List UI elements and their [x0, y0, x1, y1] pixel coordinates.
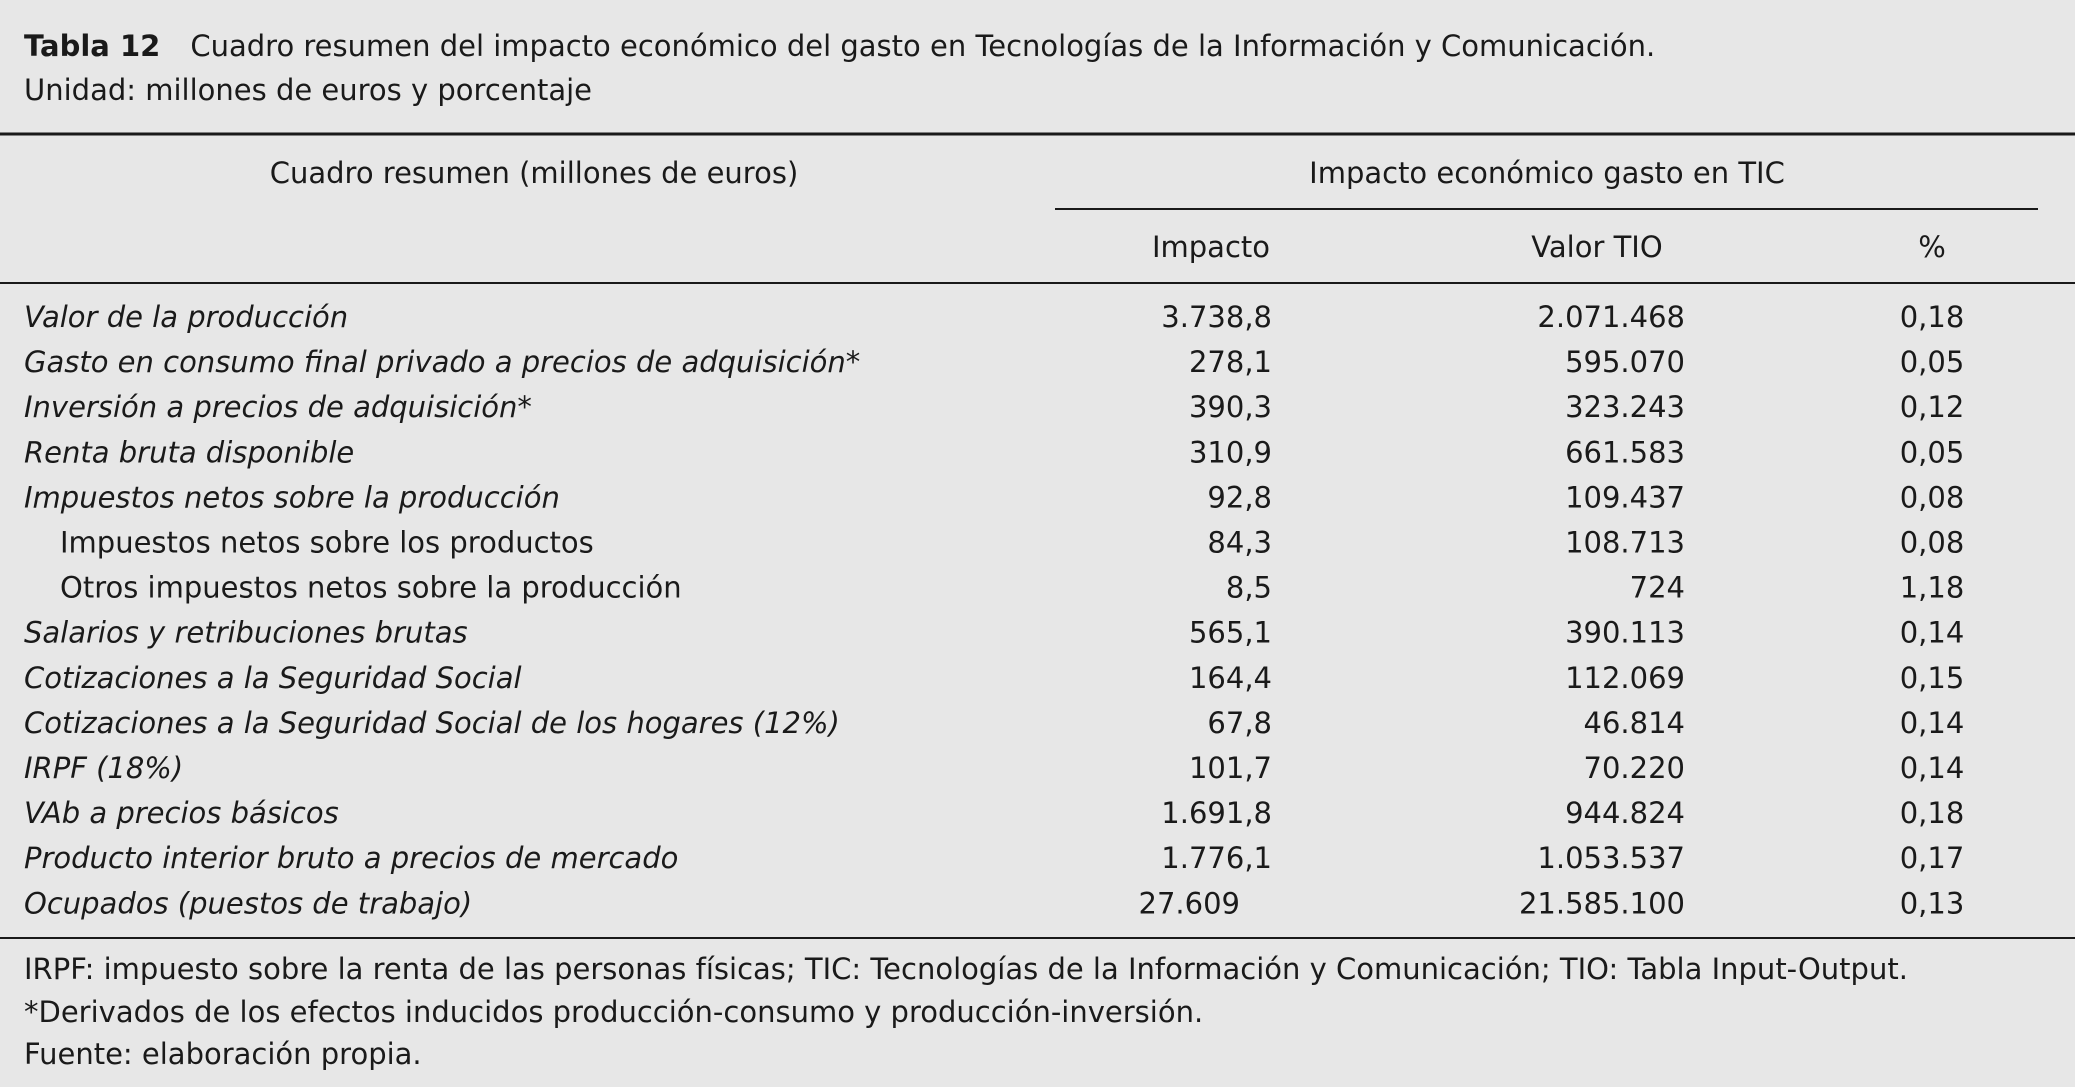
cell-percent: 0,05: [1900, 435, 1965, 469]
cell-percent: 0,14: [1900, 706, 1965, 740]
cell-impacto: 84,3: [1207, 526, 1272, 560]
cell-impacto: 27.609: [1139, 886, 1240, 920]
row-label: Salarios y retribuciones brutas: [24, 616, 468, 650]
table-number: Tabla 12: [24, 29, 160, 63]
cell-valor-tio: 661.583: [1565, 435, 1685, 469]
cell-valor-tio: 108.713: [1565, 526, 1685, 560]
table-caption: Tabla 12 Cuadro resumen del impacto econó…: [24, 29, 1655, 63]
cell-percent: 0,13: [1900, 886, 1965, 920]
cell-percent: 0,14: [1900, 751, 1965, 785]
cell-impacto: 67,8: [1207, 706, 1272, 740]
row-label: Cotizaciones a la Seguridad Social: [24, 661, 522, 695]
row-label: VAb a precios básicos: [24, 796, 339, 830]
row-label: Cotizaciones a la Seguridad Social de lo…: [24, 706, 840, 740]
cell-percent: 1,18: [1900, 571, 1965, 605]
cell-valor-tio: 112.069: [1565, 661, 1685, 695]
cell-impacto: 565,1: [1189, 616, 1272, 650]
row-label: Ocupados (puestos de trabajo): [24, 886, 472, 920]
table-body: Valor de la producción 3.738,8 2.071.468 0,…: [24, 300, 1964, 920]
row-label: Inversión a precios de adquisición*: [24, 390, 532, 424]
cell-impacto: 310,9: [1189, 435, 1272, 469]
cell-percent: 0,18: [1900, 300, 1965, 334]
cell-impacto: 278,1: [1189, 345, 1272, 379]
cell-valor-tio: 109.437: [1565, 480, 1685, 514]
table-unit: Unidad: millones de euros y porcentaje: [24, 73, 592, 107]
cell-percent: 0,08: [1900, 480, 1965, 514]
column-header: Valor TIO: [1531, 230, 1662, 264]
row-label: Producto interior bruto a precios de mer…: [24, 841, 678, 875]
column-header: Cuadro resumen (millones de euros): [270, 156, 799, 190]
row-label: Renta bruta disponible: [24, 435, 354, 469]
row-label: Gasto en consumo final privado a precios…: [24, 345, 860, 379]
group-header: Impacto económico gasto en TIC: [1309, 156, 1785, 190]
cell-percent: 0,14: [1900, 616, 1965, 650]
cell-impacto: 101,7: [1189, 751, 1272, 785]
row-label: Impuestos netos sobre los productos: [60, 526, 594, 560]
cell-valor-tio: 2.071.468: [1537, 300, 1685, 334]
column-header: Impacto: [1152, 230, 1270, 264]
cell-impacto: 1.691,8: [1161, 796, 1272, 830]
cell-valor-tio: 595.070: [1565, 345, 1685, 379]
row-label: IRPF (18%): [24, 751, 183, 785]
cell-percent: 0,12: [1900, 390, 1965, 424]
cell-valor-tio: 46.814: [1584, 706, 1685, 740]
cell-percent: 0,15: [1900, 661, 1965, 695]
row-label: Valor de la producción: [24, 300, 348, 334]
footnote: *Derivados de los efectos inducidos prod…: [24, 995, 1203, 1029]
cell-valor-tio: 944.824: [1565, 796, 1685, 830]
cell-valor-tio: 1.053.537: [1537, 841, 1685, 875]
cell-valor-tio: 323.243: [1565, 390, 1685, 424]
row-label: Impuestos netos sobre la producción: [24, 480, 560, 514]
footnote: Fuente: elaboración propia.: [24, 1037, 422, 1071]
cell-percent: 0,08: [1900, 526, 1965, 560]
cell-impacto: 390,3: [1189, 390, 1272, 424]
cell-valor-tio: 21.585.100: [1519, 886, 1685, 920]
cell-impacto: 164,4: [1189, 661, 1272, 695]
table-title: Cuadro resumen del impacto económico del…: [190, 29, 1655, 63]
cell-percent: 0,05: [1900, 345, 1965, 379]
cell-percent: 0,17: [1900, 841, 1965, 875]
cell-impacto: 1.776,1: [1161, 841, 1272, 875]
cell-impacto: 92,8: [1207, 480, 1272, 514]
cell-percent: 0,18: [1900, 796, 1965, 830]
row-label: Otros impuestos netos sobre la producció…: [60, 571, 682, 605]
cell-impacto: 3.738,8: [1161, 300, 1272, 334]
column-header: %: [1918, 230, 1946, 264]
cell-valor-tio: 70.220: [1584, 751, 1685, 785]
footnote: IRPF: impuesto sobre la renta de las per…: [24, 952, 1908, 986]
cell-valor-tio: 390.113: [1565, 616, 1685, 650]
cell-impacto: 8,5: [1226, 571, 1272, 605]
cell-valor-tio: 724: [1630, 571, 1685, 605]
